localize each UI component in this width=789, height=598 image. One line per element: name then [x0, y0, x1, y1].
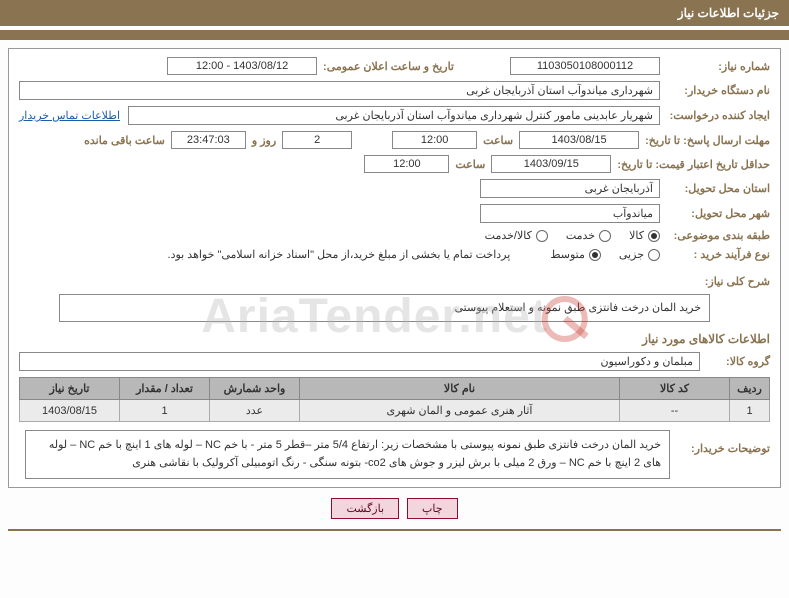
radio-icon [599, 230, 611, 242]
items-section-title: اطلاعات کالاهای مورد نیاز [19, 332, 770, 346]
category-radio-group: کالا خدمت کالا/خدمت [485, 229, 660, 242]
overall-desc-box: خرید المان درخت فانتزی طبق نمونه و استعل… [59, 294, 710, 322]
cell-name: آثار هنری عمومی و المان شهری [300, 400, 620, 422]
cell-index: 1 [730, 400, 770, 422]
radio-icon [648, 249, 660, 261]
requester-value: شهریار عابدینی مامور کنترل شهرداری میاند… [128, 106, 660, 125]
back-button[interactable]: بازگشت [331, 498, 399, 519]
reply-days-label: روز و [246, 134, 282, 147]
reply-time: 12:00 [392, 131, 477, 149]
price-validity-label: حداقل تاریخ اعتبار قیمت: تا تاریخ: [611, 158, 770, 171]
delivery-province-label: استان محل تحویل: [660, 182, 770, 195]
button-bar: چاپ بازگشت [0, 498, 789, 519]
col-code: کد کالا [620, 378, 730, 400]
reply-countdown: 23:47:03 [171, 131, 246, 149]
footer-divider [8, 529, 781, 531]
price-validity-date: 1403/09/15 [491, 155, 611, 173]
buyer-org-label: نام دستگاه خریدار: [660, 84, 770, 97]
buyer-org-value: شهرداری میاندوآب استان آذربایجان غربی [19, 81, 660, 100]
category-option-label: کالا [629, 229, 644, 242]
cell-date: 1403/08/15 [20, 400, 120, 422]
buy-process-option-medium[interactable]: متوسط [550, 248, 601, 261]
price-validity-time-label: ساعت [449, 158, 491, 171]
buy-process-note: پرداخت تمام یا بخشی از مبلغ خرید،از محل … [168, 248, 511, 261]
table-row: 1 -- آثار هنری عمومی و المان شهری عدد 1 … [20, 400, 770, 422]
buy-process-option-minor[interactable]: جزیی [619, 248, 660, 261]
category-option-label: کالا/خدمت [485, 229, 532, 242]
need-number-value: 1103050108000112 [510, 57, 660, 75]
delivery-city-value: میاندوآب [480, 204, 660, 223]
col-index: ردیف [730, 378, 770, 400]
col-date: تاریخ نیاز [20, 378, 120, 400]
radio-icon [589, 249, 601, 261]
reply-time-label: ساعت [477, 134, 519, 147]
cell-unit: عدد [210, 400, 300, 422]
requester-label: ایجاد کننده درخواست: [660, 109, 770, 122]
goods-group-value: مبلمان و دکوراسیون [19, 352, 700, 371]
buyer-notes-label: توضیحات خریدار: [670, 430, 770, 455]
col-qty: تعداد / مقدار [120, 378, 210, 400]
announce-label: تاریخ و ساعت اعلان عمومی: [317, 60, 460, 73]
delivery-city-label: شهر محل تحویل: [660, 207, 770, 220]
category-label: طبقه بندی موضوعی: [660, 229, 770, 242]
need-number-label: شماره نیاز: [660, 60, 770, 73]
category-option-both[interactable]: کالا/خدمت [485, 229, 548, 242]
reply-date: 1403/08/15 [519, 131, 639, 149]
main-panel: AriaTender.net شماره نیاز: 1103050108000… [8, 48, 781, 488]
announce-value: 1403/08/12 - 12:00 [167, 57, 317, 75]
reply-remain-label: ساعت باقی مانده [78, 134, 171, 147]
cell-qty: 1 [120, 400, 210, 422]
category-option-label: خدمت [566, 229, 595, 242]
overall-desc-label: شرح کلی نیاز: [660, 275, 770, 288]
radio-icon [648, 230, 660, 242]
buy-process-label: نوع فرآیند خرید : [660, 248, 770, 261]
items-table: ردیف کد کالا نام کالا واحد شمارش تعداد /… [19, 377, 770, 422]
reply-days: 2 [282, 131, 352, 149]
buy-process-radio-group: جزیی متوسط [550, 248, 660, 261]
radio-icon [536, 230, 548, 242]
buy-process-option-label: متوسط [550, 248, 585, 261]
goods-group-label: گروه کالا: [700, 355, 770, 368]
panel-title: جزئیات اطلاعات نیاز [0, 0, 789, 26]
cell-code: -- [620, 400, 730, 422]
category-option-goods[interactable]: کالا [629, 229, 660, 242]
delivery-province-value: آذربایجان غربی [480, 179, 660, 198]
col-unit: واحد شمارش [210, 378, 300, 400]
col-name: نام کالا [300, 378, 620, 400]
price-validity-time: 12:00 [364, 155, 449, 173]
toolbar-strip [0, 30, 789, 40]
buyer-notes-text: خرید المان درخت فانتزی طبق نمونه پیوستی … [25, 430, 670, 479]
buy-process-option-label: جزیی [619, 248, 644, 261]
print-button[interactable]: چاپ [407, 498, 458, 519]
category-option-service[interactable]: خدمت [566, 229, 611, 242]
contact-buyer-link[interactable]: اطلاعات تماس خریدار [19, 109, 120, 122]
reply-deadline-label: مهلت ارسال پاسخ: تا تاریخ: [639, 134, 770, 147]
